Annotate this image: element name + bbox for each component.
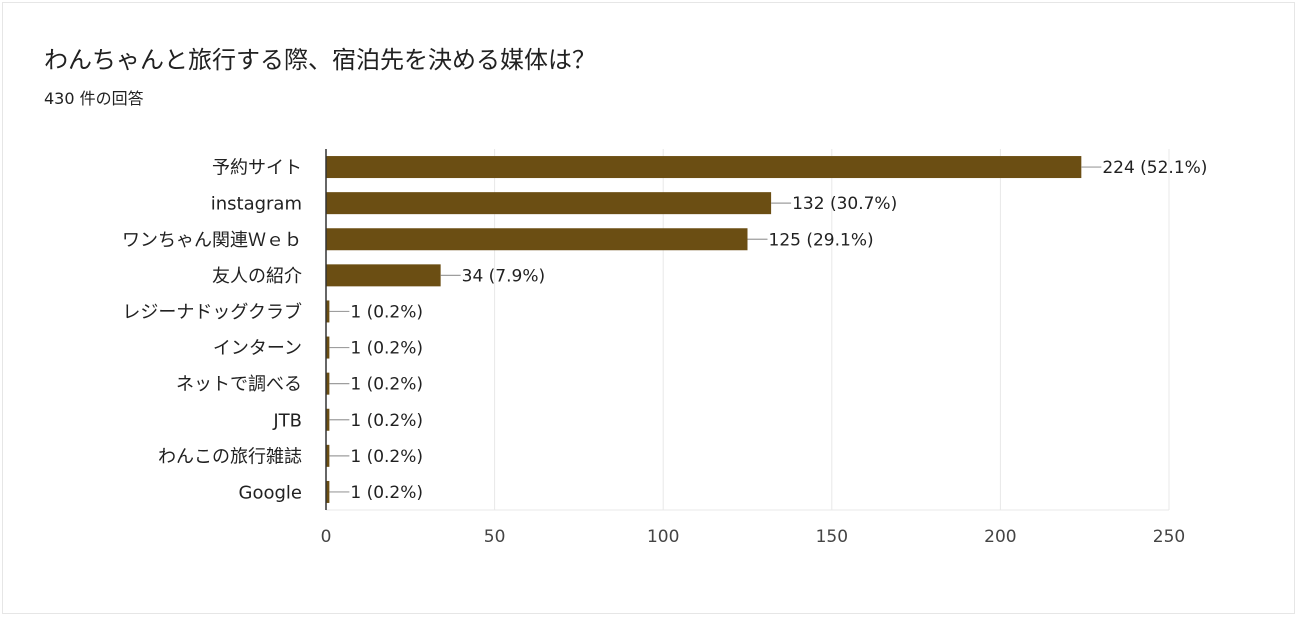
data-label: 1 (0.2%) [350,411,423,431]
category-label: JTB [272,410,302,431]
category-label: 友人の紹介 [212,266,302,287]
x-tick-label: 50 [484,527,506,547]
category-label: instagram [211,194,302,215]
bar [326,300,330,323]
category-label: わんこの旅行雑誌 [158,446,302,467]
category-label: ネットで調べる [176,374,302,395]
response-count: 430 件の回答 [44,89,144,108]
x-tick-label: 150 [816,527,848,547]
x-tick-label: 200 [984,527,1016,547]
bar [326,192,772,215]
x-tick-label: 100 [647,527,679,547]
category-label: 予約サイト [212,158,302,179]
bar [326,336,330,359]
data-label: 125 (29.1%) [769,230,874,250]
chart-title: わんちゃんと旅行する際、宿泊先を決める媒体は？ [44,46,596,74]
category-label: ワンちゃん関連Ｗｅｂ [122,230,302,251]
data-label: 1 (0.2%) [350,302,423,322]
x-tick-label: 0 [321,527,332,547]
data-label: 1 (0.2%) [350,375,423,395]
category-label: Google [239,482,302,503]
category-label: インターン [213,338,302,359]
x-tick-label: 250 [1153,527,1185,547]
data-label: 132 (30.7%) [792,194,897,214]
data-label: 1 (0.2%) [350,447,423,467]
bar [326,264,441,287]
data-label: 34 (7.9%) [462,266,546,286]
data-label: 224 (52.1%) [1102,158,1207,178]
bar [326,480,330,503]
bar [326,444,330,467]
bar [326,156,1082,179]
bar [326,408,330,431]
data-label: 1 (0.2%) [350,339,423,359]
data-label: 1 (0.2%) [350,483,423,503]
category-label: レジーナドッグクラブ [122,301,302,323]
bar [326,228,748,251]
bar [326,372,330,395]
